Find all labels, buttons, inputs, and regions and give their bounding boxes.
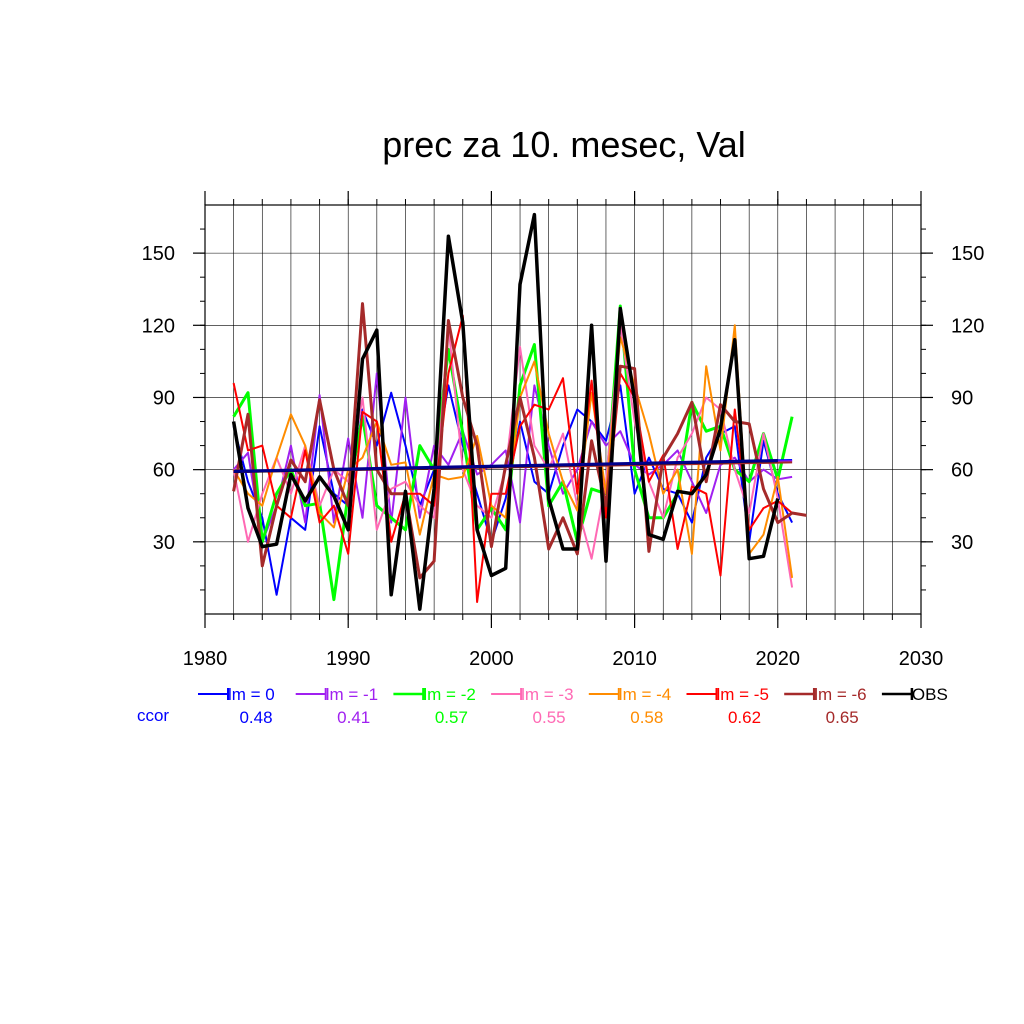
y-tick-label-left: 30 [153,532,175,554]
legend-ccor-value: 0.58 [630,708,663,727]
series-line-obs [231,212,780,611]
legend-label: lm = -4 [619,685,671,704]
y-tick-label-right: 120 [951,315,984,337]
chart-title: prec za 10. mesec, Val [382,124,746,165]
x-tick-label: 2000 [469,648,514,670]
legend-label: OBS [912,685,948,704]
y-tick-label-right: 60 [951,460,973,482]
legend-label: lm = -2 [423,685,475,704]
y-tick-label-right: 30 [951,532,973,554]
ccor-label: ccor [137,706,169,725]
legend-label: lm = -1 [326,685,378,704]
legend-ccor-value: 0.65 [826,708,859,727]
axes: 30 30 60 60 90 90 120 120 150 150 1980 1990 2000 2010… [142,191,984,670]
y-tick-label-left: 150 [142,243,175,265]
legend-ccor-value: 0.62 [728,708,761,727]
y-tick-label-left: 120 [142,315,175,337]
legend-ccor-value: 0.57 [435,708,468,727]
trend-line [233,459,778,473]
y-tick-label-right: 150 [951,243,984,265]
legend-ccor-value: 0.41 [337,708,370,727]
grid-lines [205,205,921,614]
x-tick-label: 2020 [756,648,801,670]
y-tick-label-left: 60 [153,460,175,482]
legend-label: lm = -6 [814,685,866,704]
legend-ccor-value: 0.55 [533,708,566,727]
series-lines [231,212,807,611]
y-tick-label-left: 90 [153,387,175,409]
legend-label: lm = -5 [717,685,769,704]
x-tick-label: 1980 [183,648,228,670]
plot-frame [204,204,922,615]
legend-label: lm = 0 [228,685,275,704]
legend: lm = 0 0.48 lm = -1 0.41 lm = -2 0.57 lm = -3 0… [198,685,948,727]
trend-lines [233,459,793,474]
legend-ccor-value: 0.48 [239,708,272,727]
legend-label: lm = -3 [521,685,573,704]
series-line-lm-1 [232,372,793,543]
x-tick-label: 1990 [326,648,371,670]
x-tick-label: 2010 [612,648,657,670]
x-tick-label: 2030 [899,648,944,670]
y-tick-label-right: 90 [951,387,973,409]
